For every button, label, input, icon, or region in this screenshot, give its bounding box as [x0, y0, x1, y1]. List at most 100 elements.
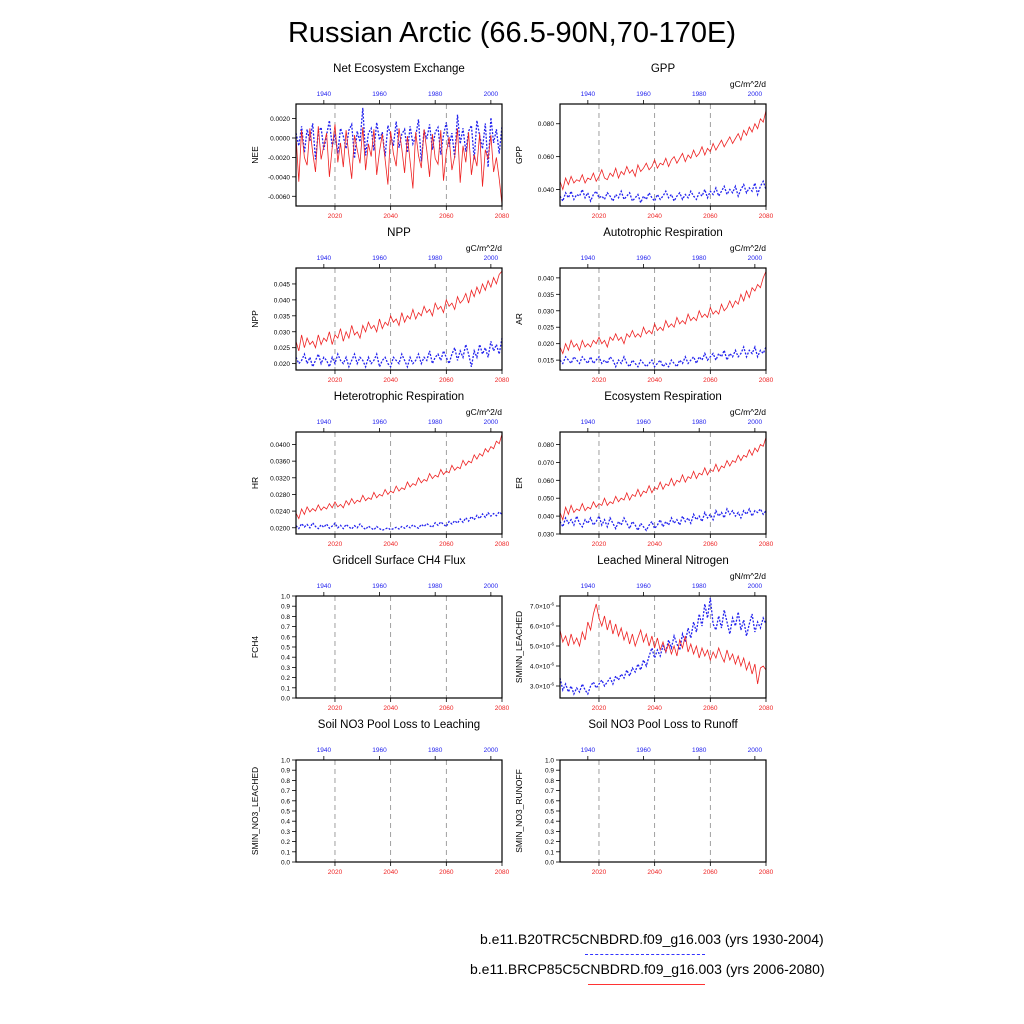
y-tick-exponent: -6: [550, 622, 554, 627]
panel-units: gC/m^2/d: [466, 243, 502, 253]
legend-entry-historical-label: b.e11.B20TRC5CNBDRD.f09_g16.003 (yrs 193…: [480, 931, 824, 947]
y-tick-label: 0.3: [281, 665, 290, 672]
x-tick-label-top: 1940: [581, 255, 596, 262]
y-axis-label: FCH4: [250, 636, 260, 658]
panel-units: gN/m^2/d: [730, 571, 766, 581]
y-axis-label: AR: [514, 313, 524, 325]
y-axis-label: SMIN_NO3_RUNOFF: [514, 769, 524, 853]
y-tick-label: 0.035: [538, 292, 555, 299]
panel-grid: Net Ecosystem Exchange -0.0060 -0.0040 -0.0…: [250, 63, 774, 876]
y-tick-label: 0.9: [545, 768, 554, 775]
panel-title: NPP: [387, 227, 411, 239]
y-tick-label: 0.030: [274, 329, 291, 336]
y-tick-label: 0.020: [538, 341, 555, 348]
y-tick-label: 0.030: [538, 532, 555, 539]
panel-title: Soil NO3 Pool Loss to Leaching: [318, 719, 480, 731]
panel-units: gC/m^2/d: [730, 79, 766, 89]
x-tick-label-bottom: 2040: [647, 213, 662, 220]
series-historical: [559, 507, 767, 532]
series-future: [559, 110, 767, 191]
x-tick-label-bottom: 2020: [328, 377, 343, 384]
panel-units: gC/m^2/d: [730, 407, 766, 417]
y-tick-label: 0.080: [538, 121, 555, 128]
y-tick-label: -0.0020: [268, 155, 290, 162]
panel-title: Gridcell Surface CH4 Flux: [333, 555, 466, 567]
y-tick-label: 0.070: [538, 460, 555, 467]
y-tick-label: 0.0: [281, 696, 290, 703]
x-tick-label-top: 1940: [317, 583, 332, 590]
y-tick-label: 0.1: [281, 849, 290, 856]
x-tick-label-top: 1960: [636, 583, 651, 590]
x-tick-label-bottom: 2020: [328, 541, 343, 548]
panel-title: Autotrophic Respiration: [603, 227, 723, 239]
panel-1: Net Ecosystem Exchange -0.0060 -0.0040 -0.0…: [250, 63, 510, 220]
x-tick-label-bottom: 2060: [703, 213, 718, 220]
x-tick-label-bottom: 2040: [383, 869, 398, 876]
y-tick-label: 0.2: [545, 839, 554, 846]
y-tick-exponent: -6: [550, 662, 554, 667]
y-axis-label: SMIN_NO3_LEACHED: [250, 767, 260, 855]
y-tick-label: 0.7: [281, 624, 290, 631]
y-tick-label: 3.0×10-6: [530, 682, 555, 691]
panel-title: Leached Mineral Nitrogen: [597, 555, 729, 567]
x-tick-label-bottom: 2040: [383, 541, 398, 548]
series-future: [559, 271, 767, 355]
x-tick-label-bottom: 2080: [759, 705, 774, 712]
series-historical: [295, 337, 503, 369]
x-tick-label-bottom: 2020: [592, 705, 607, 712]
x-tick-label-top: 2000: [748, 91, 763, 98]
panel-units: gC/m^2/d: [730, 243, 766, 253]
x-tick-label-bottom: 2060: [703, 705, 718, 712]
x-tick-label-top: 1980: [428, 255, 443, 262]
y-tick-label: 0.8: [545, 778, 554, 785]
x-tick-label-top: 2000: [748, 419, 763, 426]
x-tick-label-top: 1940: [581, 583, 596, 590]
figure-title: Russian Arctic (66.5-90N,70-170E): [288, 17, 736, 49]
x-tick-label-top: 1940: [317, 91, 332, 98]
y-axis-label: GPP: [514, 146, 524, 164]
y-tick-label: 0.9: [281, 768, 290, 775]
x-tick-label-bottom: 2040: [647, 869, 662, 876]
x-tick-label-top: 1980: [428, 747, 443, 754]
x-tick-label-top: 1980: [692, 419, 707, 426]
x-tick-label-bottom: 2080: [759, 869, 774, 876]
panel-title: Heterotrophic Respiration: [334, 391, 464, 403]
x-tick-label-bottom: 2020: [592, 377, 607, 384]
y-tick-label: 0.020: [274, 361, 291, 368]
y-axis-label: SMINN_LEACHED: [514, 611, 524, 683]
x-tick-label-top: 1980: [692, 91, 707, 98]
y-tick-label: 0.0280: [270, 492, 290, 499]
y-tick-label: 0.040: [538, 187, 555, 194]
x-tick-label-bottom: 2060: [439, 377, 454, 384]
plot-frame: [295, 431, 503, 535]
y-tick-label: 0.0: [281, 860, 290, 867]
x-tick-label-bottom: 2060: [439, 213, 454, 220]
y-tick-exponent: -6: [550, 682, 554, 687]
x-tick-label-bottom: 2080: [495, 705, 510, 712]
series-future: [295, 270, 503, 352]
y-tick-label: 0.0200: [270, 525, 290, 532]
y-tick-label: 0.2: [281, 839, 290, 846]
x-tick-label-top: 2000: [484, 91, 499, 98]
x-tick-label-top: 1960: [636, 91, 651, 98]
x-tick-label-bottom: 2080: [495, 541, 510, 548]
panel-units: gC/m^2/d: [466, 407, 502, 417]
x-tick-label-top: 1960: [636, 255, 651, 262]
y-tick-label: 0.6: [281, 634, 290, 641]
y-tick-label: 0.7: [545, 788, 554, 795]
panel-title: GPP: [651, 63, 676, 75]
y-tick-label: 0.8: [281, 778, 290, 785]
y-tick-label: 0.045: [274, 281, 291, 288]
y-tick-label: 0.0240: [270, 509, 290, 516]
x-tick-label-top: 1940: [581, 747, 596, 754]
y-tick-label: 0.1: [281, 685, 290, 692]
y-tick-label: 0.9: [281, 604, 290, 611]
series-historical: [295, 107, 503, 168]
x-tick-label-top: 1940: [317, 255, 332, 262]
panel-4: Autotrophic Respiration gC/m^2/d 0.015 0.02…: [514, 227, 774, 384]
y-tick-label: -0.0060: [268, 194, 290, 201]
panel-title: Soil NO3 Pool Loss to Runoff: [588, 719, 738, 731]
y-tick-label: 0.4: [281, 655, 290, 662]
